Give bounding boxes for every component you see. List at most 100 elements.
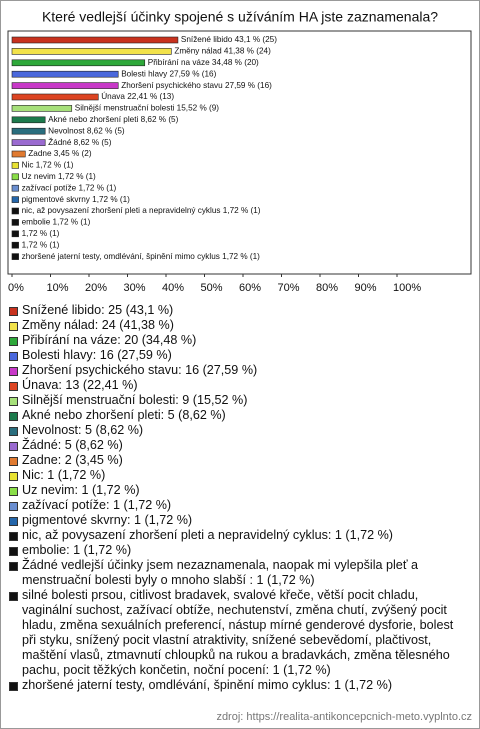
value-label: Změny nálad 41,38 % (24): [174, 47, 271, 56]
legend-marker: [9, 337, 18, 346]
legend-item: Žádné vedlejší účinky jsem nezaznamenala…: [8, 558, 470, 588]
legend-label: Nevolnost: 5 (8,62 %): [22, 423, 144, 437]
legend-item: Žádné: 5 (8,62 %): [8, 438, 470, 453]
legend-label: Bolesti hlavy: 16 (27,59 %): [22, 348, 172, 362]
legend-item: Nic: 1 (1,72 %): [8, 468, 470, 483]
chart: Které vedlejší účinky spojené s užíváním…: [7, 9, 472, 294]
value-label: Únava 22,41 % (13): [101, 91, 174, 101]
legend-label: silné bolesti prsou, citlivost bradavek,…: [22, 588, 454, 677]
legend-item: Akné nebo zhoršení pleti: 5 (8,62 %): [8, 408, 470, 423]
value-label: embolie 1,72 % (1): [22, 218, 91, 227]
bar: [11, 59, 146, 67]
legend-marker: [9, 427, 18, 436]
source: zdroj: https://realita-antikoncepcnich-m…: [216, 711, 472, 723]
legend-marker: [9, 412, 18, 421]
legend-marker: [9, 487, 18, 496]
legend-label: Žádné: 5 (8,62 %): [22, 438, 123, 452]
value-label: 1,72 % (1): [22, 229, 60, 238]
x-tick-label: 90%: [355, 282, 377, 294]
bar: [11, 219, 19, 226]
legend-label: Zhoršení psychického stavu: 16 (27,59 %): [22, 363, 258, 377]
legend-marker: [9, 682, 18, 691]
value-label: zažívací potíže 1,72 % (1): [22, 183, 117, 192]
legend-label: Změny nálad: 24 (41,38 %): [22, 318, 174, 332]
value-label: Zhoršení psychického stavu 27,59 % (16): [121, 81, 272, 90]
value-label: 1,72 % (1): [22, 240, 60, 249]
bar: [11, 82, 119, 89]
value-label: Zadne 3,45 % (2): [28, 149, 92, 158]
legend-marker: [9, 547, 18, 556]
legend-marker: [9, 397, 18, 406]
legend-item: Přibírání na váze: 20 (34,48 %): [8, 333, 470, 348]
legend-marker: [9, 532, 18, 541]
value-label: Snížené libido 43,1 % (25): [181, 35, 277, 44]
legend-marker: [9, 382, 18, 391]
x-tick-label: 10%: [47, 282, 69, 294]
value-label: Žádné 8,62 % (5): [48, 137, 112, 147]
bar: [11, 48, 172, 55]
legend-item: nic, až povysazení zhoršení pleti a nepr…: [8, 528, 470, 543]
legend-marker: [9, 442, 18, 451]
legend-label: Žádné vedlejší účinky jsem nezaznamenala…: [22, 558, 419, 587]
bar: [11, 127, 46, 135]
x-tick-label: 30%: [124, 282, 146, 294]
legend-label: Silnější menstruační bolesti: 9 (15,52 %…: [22, 393, 248, 407]
legend-label: embolie: 1 (1,72 %): [22, 543, 132, 557]
value-label: nic, až povysazení zhoršení pleti a nepr…: [22, 206, 261, 215]
legend-item: Snížené libido: 25 (43,1 %): [8, 303, 470, 318]
legend-item: Nevolnost: 5 (8,62 %): [8, 423, 470, 438]
value-label: Nevolnost 8,62 % (5): [48, 126, 125, 135]
legend-item: embolie: 1 (1,72 %): [8, 543, 470, 558]
bar: [11, 93, 99, 101]
value-label: zhoršené jaterní testy, omdlévání, špině…: [22, 252, 261, 261]
legend-label: Únava: 13 (22,41 %): [22, 378, 138, 392]
legend-item: Změny nálad: 24 (41,38 %): [8, 318, 470, 333]
legend-marker: [9, 472, 18, 481]
legend-label: Akné nebo zhoršení pleti: 5 (8,62 %): [22, 408, 226, 422]
legend-item: Bolesti hlavy: 16 (27,59 %): [8, 348, 470, 363]
legend-item: zažívací potíže: 1 (1,72 %): [8, 498, 470, 513]
legend-item: Silnější menstruační bolesti: 9 (15,52 %…: [8, 393, 470, 408]
legend-marker: [9, 457, 18, 466]
bar: [11, 70, 119, 78]
x-tick-label: 50%: [201, 282, 223, 294]
legend-item: Zhoršení psychického stavu: 16 (27,59 %): [8, 363, 470, 378]
bar: [11, 241, 19, 249]
bar: [11, 139, 46, 146]
legend-item: pigmentové skvrny: 1 (1,72 %): [8, 513, 470, 528]
legend-marker: [9, 307, 18, 316]
legend-label: zažívací potíže: 1 (1,72 %): [22, 498, 172, 512]
legend-item: silné bolesti prsou, citlivost bradavek,…: [8, 588, 470, 678]
bar: [11, 173, 19, 181]
bar: [11, 207, 19, 215]
legend-marker: [9, 502, 18, 511]
value-label: Silnější menstruační bolesti 15,52 % (9): [75, 104, 220, 113]
legend-label: nic, až povysazení zhoršení pleti a nepr…: [22, 528, 394, 542]
chart-title: Které vedlejší účinky spojené s užíváním…: [42, 9, 438, 25]
legend-label: Zadne: 2 (3,45 %): [22, 453, 123, 467]
bar: [11, 150, 26, 158]
x-tick-label: 70%: [278, 282, 300, 294]
bar: [11, 230, 19, 238]
x-tick-label: 100%: [393, 282, 421, 294]
x-tick-label: 40%: [162, 282, 184, 294]
legend-label: Uz nevim: 1 (1,72 %): [22, 483, 140, 497]
legend-marker: [9, 322, 18, 331]
legend-label: Přibírání na váze: 20 (34,48 %): [22, 333, 197, 347]
legend-label: zhoršené jaterní testy, omdlévání, špině…: [22, 678, 393, 692]
x-tick-label: 80%: [316, 282, 338, 294]
legend-item: Zadne: 2 (3,45 %): [8, 453, 470, 468]
bar: [11, 196, 19, 203]
legend-marker: [9, 352, 18, 361]
bar: [11, 116, 46, 124]
value-label: Uz nevim 1,72 % (1): [22, 172, 96, 181]
legend-marker: [9, 562, 18, 571]
legend: Snížené libido: 25 (43,1 %) Změny nálad: …: [8, 303, 470, 693]
bar: [11, 105, 73, 112]
value-label: pigmentové skvrny 1,72 % (1): [22, 195, 131, 204]
legend-marker: [9, 592, 18, 601]
bar: [11, 36, 179, 44]
legend-label: Nic: 1 (1,72 %): [22, 468, 106, 482]
value-label: Nic 1,72 % (1): [22, 161, 74, 170]
value-label: Bolesti hlavy 27,59 % (16): [121, 69, 216, 78]
